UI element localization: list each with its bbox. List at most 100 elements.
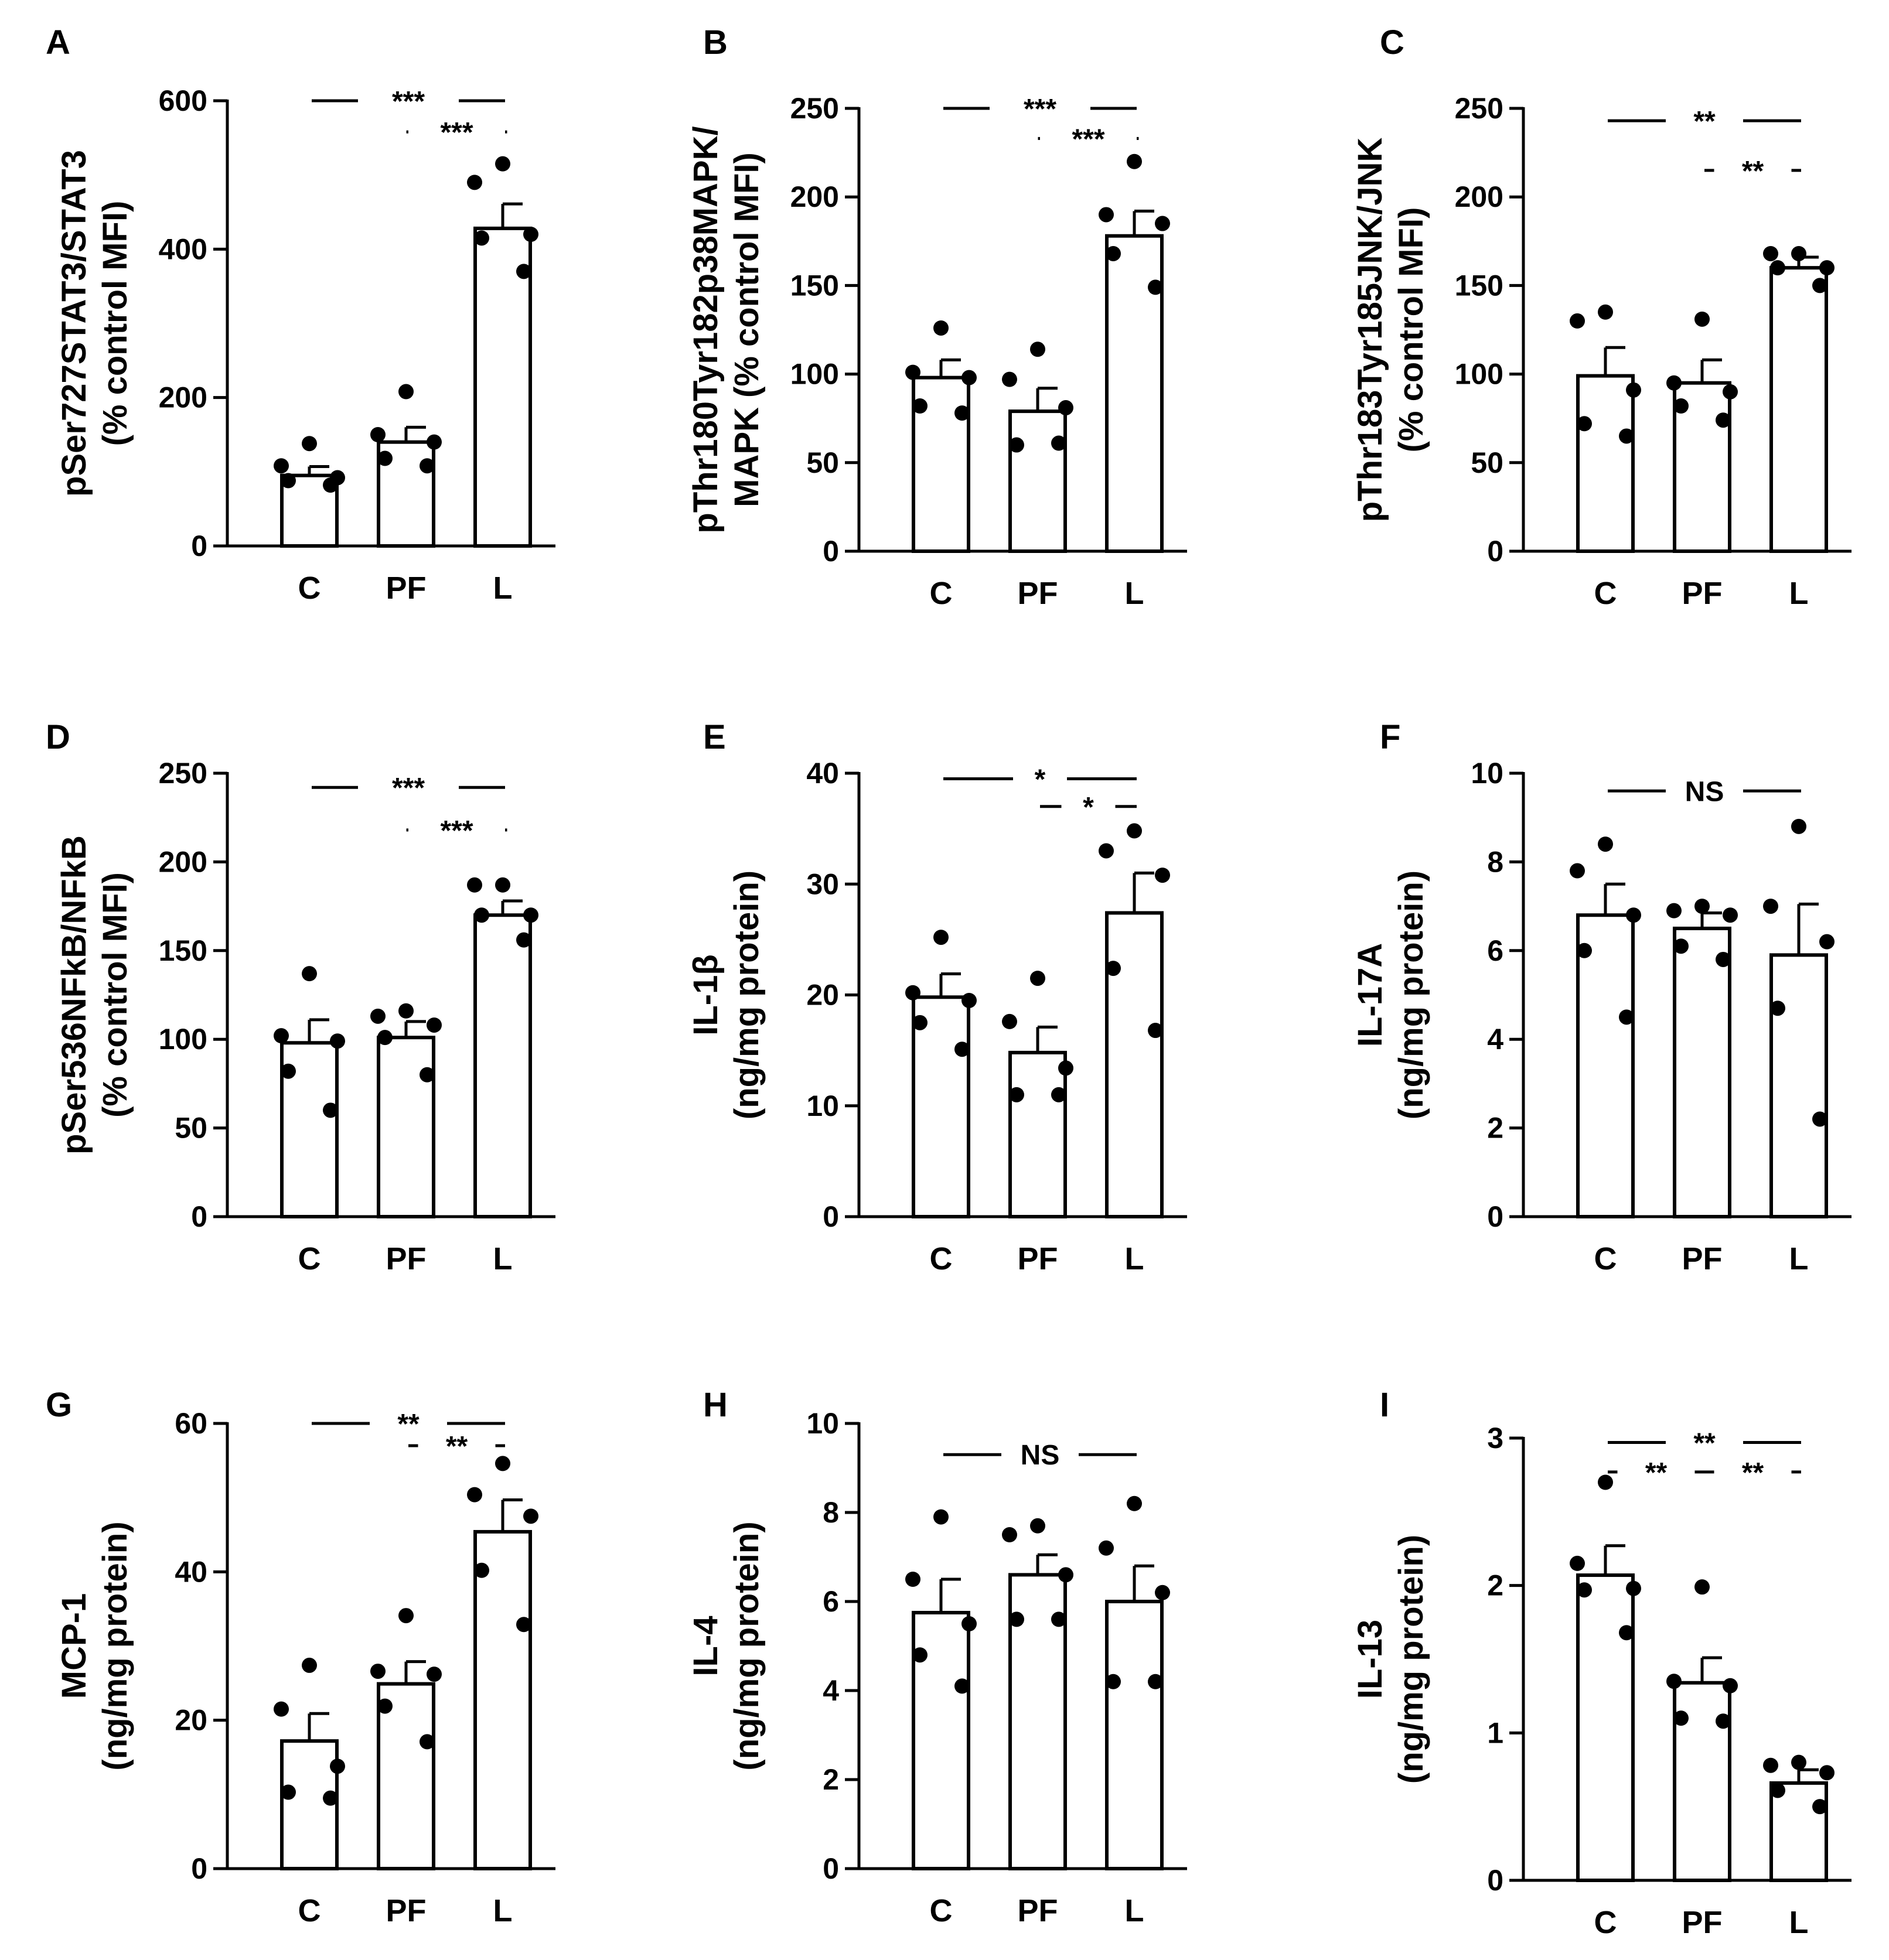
chart-panel-i: I 0 1 2 3 IL-13(ng/mg protein) C PF L ** ** ** (1351, 1386, 1852, 1940)
data-point-pf (1030, 1518, 1045, 1534)
data-point-pf (420, 458, 435, 474)
y-axis-label-line: (ng/mg protein) (1392, 1535, 1430, 1784)
data-point-pf (1694, 311, 1710, 327)
data-point-pf (1002, 371, 1017, 387)
y-tick-label: 6 (1487, 934, 1503, 967)
data-point-c (1598, 304, 1613, 320)
bar-l (1105, 911, 1164, 1218)
category-label-l: L (1789, 1905, 1809, 1940)
data-point-c (323, 477, 338, 493)
data-point-c (330, 1033, 345, 1049)
data-point-l (1155, 216, 1170, 231)
significance-label: *** (392, 86, 425, 117)
y-tick-label: 200 (1455, 180, 1503, 213)
data-point-c (905, 1572, 920, 1587)
data-point-pf (1051, 1611, 1066, 1627)
category-label-c: C (1594, 576, 1617, 611)
category-label-c: C (298, 1241, 321, 1276)
data-point-l (516, 1617, 531, 1633)
data-point-c (933, 320, 949, 336)
data-point-pf (1716, 412, 1731, 428)
bar-pf (1673, 926, 1731, 1218)
y-tick-label: 40 (806, 757, 839, 790)
y-axis-label: MCP-1(ng/mg protein) (55, 1521, 134, 1770)
data-point-l (1791, 818, 1806, 834)
data-point-pf (370, 1664, 386, 1679)
significance-label: ** (1693, 106, 1716, 137)
significance-label: ** (1742, 156, 1764, 187)
data-point-pf (1673, 1710, 1689, 1726)
data-point-l (516, 932, 531, 948)
data-point-l (467, 175, 482, 190)
significance-label: *** (440, 117, 473, 148)
y-axis-label-line: (% control MFI) (96, 872, 134, 1118)
data-point-pf (1723, 1678, 1738, 1693)
data-point-pf (1694, 1579, 1710, 1595)
bar-pf (377, 1036, 435, 1218)
data-point-pf (1723, 907, 1738, 923)
y-tick-label: 150 (1455, 269, 1503, 302)
category-label-l: L (493, 1893, 513, 1928)
data-point-l (1148, 1023, 1163, 1039)
chart-panel-d: D 0 50 100 150 200 250 pSer536NFkB/NFkB(% contr… (46, 718, 555, 1276)
data-point-pf (1058, 400, 1073, 416)
y-tick-label: 200 (159, 381, 207, 414)
data-point-c (933, 930, 949, 945)
y-tick-label: 50 (806, 446, 839, 479)
category-label-c: C (930, 576, 953, 611)
chart-panel-g: G 0 20 40 60 MCP-1(ng/mg protein) C PF L ** ** (46, 1386, 555, 1928)
data-point-c (912, 1015, 928, 1030)
y-axis-label: pSer727STAT3/STAT3(% control MFI) (55, 150, 134, 497)
data-point-pf (1030, 342, 1045, 357)
y-tick-label: 250 (790, 92, 839, 125)
y-tick-label: 0 (191, 530, 207, 562)
data-point-pf (1666, 1674, 1682, 1689)
data-point-pf (427, 1667, 442, 1682)
category-label-l: L (1789, 1241, 1809, 1276)
y-tick-label: 4 (1487, 1023, 1503, 1056)
data-point-c (1598, 1474, 1613, 1490)
data-point-pf (398, 1003, 414, 1019)
data-point-c (912, 398, 928, 414)
data-point-c (1619, 1009, 1634, 1025)
y-tick-label: 100 (790, 358, 839, 391)
data-point-pf (427, 434, 442, 450)
data-point-pf (1030, 971, 1045, 986)
y-tick-label: 250 (1455, 92, 1503, 125)
category-label-c: C (298, 571, 321, 606)
data-point-c (1619, 428, 1634, 444)
data-point-l (1819, 260, 1835, 276)
y-axis-label-line: pSer536NFkB/NFkB (55, 835, 93, 1155)
y-tick-label: 4 (823, 1674, 839, 1707)
significance-label: ** (1693, 1428, 1716, 1459)
y-tick-label: 150 (790, 269, 839, 302)
y-tick-label: 0 (191, 1200, 207, 1233)
data-point-l (495, 156, 510, 172)
category-label-pf: PF (1017, 576, 1058, 611)
data-point-l (1155, 868, 1170, 883)
y-tick-label: 6 (823, 1585, 839, 1618)
bar-pf (1008, 409, 1067, 553)
data-point-l (1791, 1754, 1806, 1770)
significance-label: NS (1685, 776, 1724, 807)
data-point-pf (370, 1008, 386, 1024)
y-axis-label: IL-13(ng/mg protein) (1351, 1535, 1430, 1784)
data-point-c (323, 1790, 338, 1806)
data-point-c (1570, 863, 1585, 879)
data-point-l (1099, 207, 1114, 223)
y-axis-label-line: pThr183Tyr185JNK/JNK (1351, 138, 1389, 523)
data-point-c (954, 1678, 970, 1694)
category-label-c: C (298, 1893, 321, 1928)
y-tick-label: 2 (1487, 1112, 1503, 1145)
data-point-pf (1716, 1713, 1731, 1729)
data-point-l (1127, 153, 1142, 169)
data-point-pf (377, 1030, 393, 1046)
bar-c (1576, 1573, 1635, 1883)
y-tick-label: 200 (159, 845, 207, 878)
panel-letter: G (46, 1386, 72, 1424)
data-point-pf (1051, 1087, 1066, 1102)
data-point-c (274, 458, 289, 474)
panel-letter: A (46, 23, 70, 62)
data-point-l (1770, 1783, 1785, 1798)
